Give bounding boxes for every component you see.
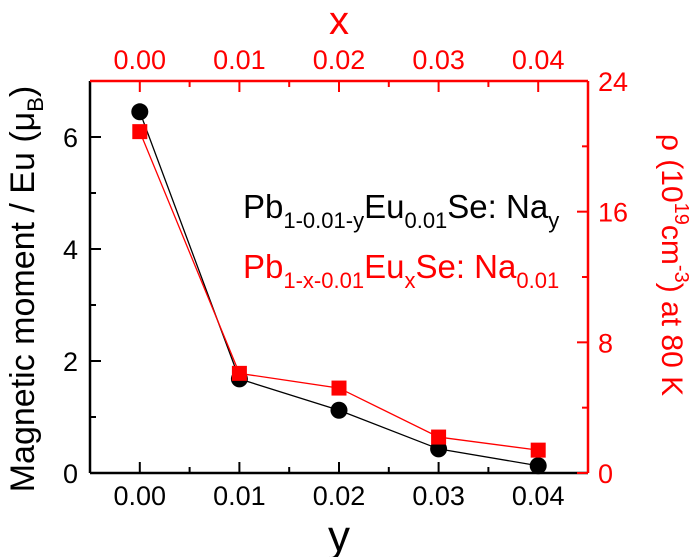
y-right-title-unit: cm <box>655 225 688 265</box>
y-right-tick-label: 24 <box>598 67 628 97</box>
y-right-title-exp: 19 <box>670 203 692 225</box>
y-left-title-sub: B <box>23 97 48 112</box>
legend-text: Eu <box>364 188 404 225</box>
y-right-axis-title: ρ (1019cm-3) at 80 K <box>655 134 692 396</box>
x-bottom-tick-label: 0.02 <box>313 481 366 511</box>
series-layer <box>131 103 547 475</box>
x-bottom-tick-label: 0.00 <box>114 481 167 511</box>
legend-subscript: 0.01 <box>516 268 559 293</box>
x-bottom-tick-label: 0.01 <box>213 481 266 511</box>
x-bottom-tick-label: 0.04 <box>512 481 565 511</box>
series-1-point <box>530 442 546 458</box>
series-1-point <box>132 124 148 140</box>
x-top-tick-label: 0.04 <box>512 45 565 75</box>
legend-text: Eu <box>364 248 404 285</box>
y-left-tick-label: 2 <box>63 347 78 377</box>
legend-text: Se: Na <box>415 248 517 285</box>
y-right-title-rho: ρ (10 <box>655 134 688 203</box>
y-right-tick-label: 16 <box>598 198 628 228</box>
legend-subscript: y <box>548 208 559 233</box>
y-right-tick-label: 8 <box>598 328 613 358</box>
series-0-point <box>330 401 348 419</box>
x-top-tick-label: 0.03 <box>412 45 465 75</box>
y-left-tick-label: 4 <box>63 235 78 265</box>
series-1-point <box>231 365 247 381</box>
series-1-point <box>331 380 347 396</box>
y-left-title-end: ) <box>4 86 42 97</box>
y-right-title-end: ) at 80 K <box>655 283 688 396</box>
x-bottom-axis-title: y <box>328 512 350 557</box>
legend-text: Se: Na <box>447 188 549 225</box>
legend-subscript: 0.01 <box>404 208 447 233</box>
y-left-title-main: Magnetic moment / Eu (μ <box>4 112 42 493</box>
text-layer: 0.00 0.01 0.02 0.03 0.04 0.00 0.01 0.02 0.03 0.04… <box>4 0 692 557</box>
legend-subscript: 1-x-0.01 <box>283 268 364 293</box>
y-right-title-unit-exp: -3 <box>670 265 692 283</box>
y-right-tick-label: 0 <box>598 459 613 489</box>
series-1-point <box>431 429 447 445</box>
x-top-tick-label: 0.02 <box>313 45 366 75</box>
legend-text: Pb <box>243 248 283 285</box>
x-top-axis-title: x <box>329 0 349 43</box>
y-left-axis-title: Magnetic moment / Eu (μB) <box>4 86 48 493</box>
series-0-point <box>430 440 448 458</box>
legend-entry-1: Pb1-x-0.01EuxSe: Na0.01 <box>243 248 559 293</box>
series-0-point <box>131 103 149 121</box>
legend-subscript: 1-0.01-y <box>283 208 364 233</box>
series-0-point <box>529 457 547 475</box>
legend-text: Pb <box>243 188 283 225</box>
x-top-tick-label: 0.00 <box>114 45 167 75</box>
x-bottom-tick-label: 0.03 <box>412 481 465 511</box>
y-left-tick-label: 6 <box>63 123 78 153</box>
x-top-tick-label: 0.01 <box>213 45 266 75</box>
y-left-tick-label: 0 <box>63 459 78 489</box>
legend-subscript: x <box>404 268 415 293</box>
legend-entry-0: Pb1-0.01-yEu0.01Se: Nay <box>243 188 559 233</box>
